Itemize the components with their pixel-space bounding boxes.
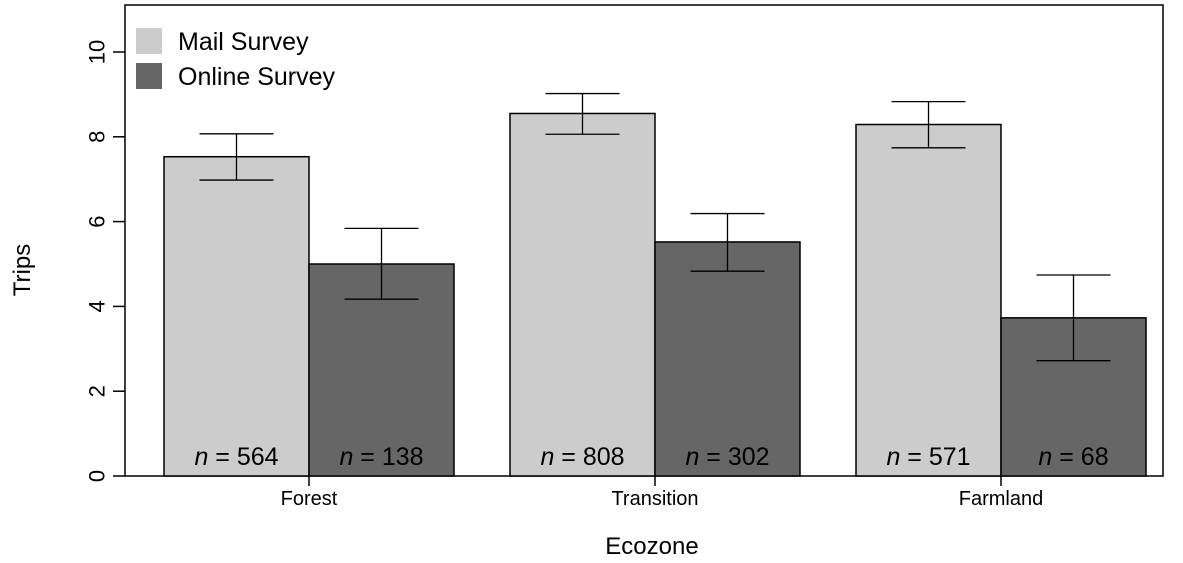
y-axis-title: Trips [9,244,36,296]
legend-swatch-online [136,63,162,89]
legend-label-online: Online Survey [178,63,336,91]
x-tick-label-forest: Forest [281,488,338,510]
bar-mail-forest [163,155,310,477]
y-tick-label: 0 [85,470,110,482]
n-label: n = 68 [1038,443,1108,471]
bar-mail-transition [509,112,656,477]
y-tick-label: 10 [85,40,110,64]
x-tick-label-farmland: Farmland [959,488,1043,510]
n-label: n = 564 [194,443,278,471]
y-tick-label: 8 [85,131,110,143]
x-tick-label-transition: Transition [611,488,698,510]
x-axis-title: Ecozone [605,533,698,560]
n-label: n = 808 [540,443,624,471]
legend-swatch-mail [136,28,162,54]
y-tick-label: 2 [85,385,110,397]
n-label: n = 302 [685,443,769,471]
bar-mail-farmland [855,123,1002,477]
y-tick-label: 4 [85,300,110,312]
n-label: n = 138 [339,443,423,471]
legend-label-mail: Mail Survey [178,28,309,56]
bar-online-transition [654,241,801,477]
y-tick-label: 6 [85,215,110,227]
n-label: n = 571 [886,443,970,471]
